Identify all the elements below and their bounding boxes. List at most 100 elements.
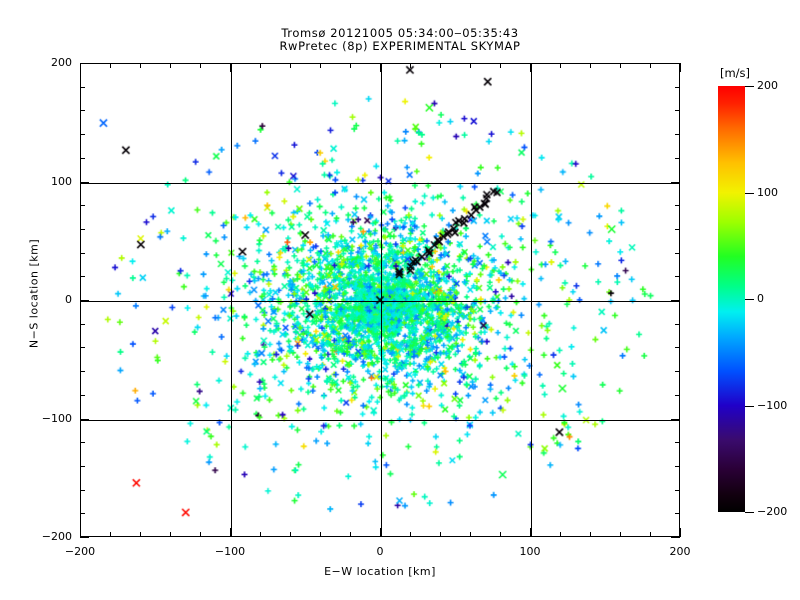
y-minor-tick-right: [675, 134, 680, 136]
y-minor-tick-right: [675, 228, 680, 230]
y-minor-tick: [80, 371, 85, 373]
x-axis-title: E−W location [km]: [324, 565, 436, 578]
y-major-tick-right: [671, 63, 680, 65]
x-minor-tick-top: [140, 63, 142, 68]
y-tick-label: 0: [65, 293, 72, 306]
gridline-horizontal: [81, 301, 679, 303]
y-minor-tick-right: [675, 394, 680, 396]
y-minor-tick: [80, 347, 85, 349]
x-major-tick: [530, 528, 532, 537]
x-minor-tick: [260, 532, 262, 537]
y-major-tick-right: [671, 181, 680, 183]
y-major-tick: [80, 418, 89, 420]
y-minor-tick-right: [675, 513, 680, 515]
colorbar-tick-label: −200: [757, 505, 788, 518]
colorbar-tick-label: 200: [757, 79, 778, 92]
x-major-tick-top: [230, 63, 232, 72]
gridline-vertical: [531, 64, 533, 536]
y-minor-tick: [80, 205, 85, 207]
y-minor-tick-right: [675, 252, 680, 254]
y-minor-tick: [80, 394, 85, 396]
x-minor-tick-top: [200, 63, 202, 68]
x-minor-tick-top: [560, 63, 562, 68]
x-minor-tick: [140, 532, 142, 537]
y-minor-tick-right: [675, 110, 680, 112]
y-minor-tick: [80, 323, 85, 325]
colorbar-tick-label: 100: [757, 185, 778, 199]
gridline-vertical: [231, 64, 233, 536]
x-minor-tick: [500, 532, 502, 537]
y-axis-title: N−S location [km]: [27, 238, 41, 349]
colorbar-tick: [745, 86, 754, 88]
x-minor-tick: [560, 532, 562, 537]
y-minor-tick: [80, 442, 85, 444]
y-minor-tick-right: [675, 371, 680, 373]
x-minor-tick-top: [470, 63, 472, 68]
x-major-tick: [230, 528, 232, 537]
colorbar-tick-label: 0: [757, 292, 764, 305]
y-major-tick: [80, 181, 89, 183]
x-minor-tick-top: [320, 63, 322, 68]
x-major-tick-top: [380, 63, 382, 72]
x-minor-tick: [320, 532, 322, 537]
colorbar-tick: [745, 299, 754, 301]
x-minor-tick-top: [170, 63, 172, 68]
y-minor-tick-right: [675, 276, 680, 278]
x-tick-label: −100: [214, 545, 246, 558]
gridline-horizontal: [81, 419, 679, 421]
x-minor-tick-top: [620, 63, 622, 68]
y-major-tick-right: [671, 300, 680, 302]
x-tick-label: −200: [64, 545, 96, 558]
x-minor-tick-top: [650, 63, 652, 68]
colorbar-tick: [745, 512, 754, 514]
y-minor-tick: [80, 276, 85, 278]
x-minor-tick: [290, 532, 292, 537]
y-tick-label: −100: [41, 411, 72, 425]
y-major-tick: [80, 537, 89, 539]
x-major-tick-top: [80, 63, 82, 72]
x-major-tick: [80, 528, 82, 537]
x-tick-label: 0: [376, 545, 384, 558]
y-major-tick-right: [671, 418, 680, 420]
x-major-tick-top: [680, 63, 682, 72]
y-minor-tick: [80, 252, 85, 254]
y-minor-tick: [80, 110, 85, 112]
y-minor-tick: [80, 86, 85, 88]
y-minor-tick: [80, 157, 85, 159]
x-minor-tick: [350, 532, 352, 537]
x-minor-tick: [110, 532, 112, 537]
y-minor-tick-right: [675, 157, 680, 159]
y-minor-tick-right: [675, 205, 680, 207]
y-minor-tick-right: [675, 465, 680, 467]
x-minor-tick: [200, 532, 202, 537]
y-tick-label: 100: [51, 174, 72, 188]
y-major-tick: [80, 63, 89, 65]
y-minor-tick: [80, 489, 85, 491]
x-minor-tick-top: [500, 63, 502, 68]
x-minor-tick: [170, 532, 172, 537]
x-minor-tick: [410, 532, 412, 537]
x-tick-label: 200: [669, 545, 691, 558]
x-major-tick: [380, 528, 382, 537]
figure-title-line1: Tromsø 20121005 05:34:00‒05:35:43: [281, 26, 519, 40]
x-minor-tick: [620, 532, 622, 537]
x-minor-tick-top: [440, 63, 442, 68]
y-tick-label: 200: [51, 56, 72, 69]
colorbar-unit-label: [m/s]: [719, 66, 751, 80]
x-minor-tick-top: [260, 63, 262, 68]
figure-title-line2: RwPretec (8p) EXPERIMENTAL SKYMAP: [279, 39, 521, 53]
x-minor-tick-top: [110, 63, 112, 68]
x-major-tick-top: [530, 63, 532, 72]
colorbar-gradient: [718, 86, 745, 512]
y-minor-tick-right: [675, 323, 680, 325]
gridline-vertical: [381, 64, 383, 536]
y-major-tick: [80, 300, 89, 302]
y-minor-tick: [80, 228, 85, 230]
x-major-tick: [680, 528, 682, 537]
x-minor-tick-top: [290, 63, 292, 68]
y-minor-tick-right: [675, 442, 680, 444]
y-minor-tick-right: [675, 347, 680, 349]
colorbar-tick: [745, 192, 754, 194]
x-minor-tick: [470, 532, 472, 537]
